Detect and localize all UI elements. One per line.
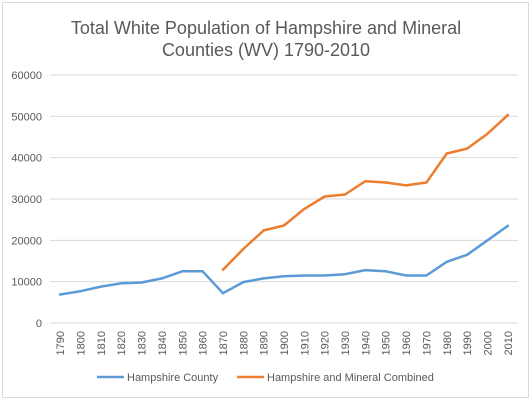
y-tick-label: 60000 — [11, 70, 42, 82]
y-tick-label: 0 — [36, 318, 42, 330]
data-point — [79, 289, 82, 293]
data-point — [262, 229, 265, 232]
data-point — [384, 270, 387, 273]
x-tick-label: 2000 — [482, 331, 494, 355]
data-point — [486, 132, 489, 135]
x-tick-label: 1860 — [198, 331, 210, 355]
data-point — [445, 260, 448, 264]
x-tick-label: 1880 — [238, 331, 250, 355]
y-tick-label: 40000 — [11, 153, 42, 165]
data-point — [262, 277, 265, 280]
data-point — [425, 274, 428, 277]
data-point — [181, 270, 184, 273]
data-point — [303, 274, 306, 277]
data-point — [282, 275, 286, 278]
x-tick-label: 1890 — [259, 331, 271, 355]
data-point — [465, 147, 469, 150]
x-tick-label: 1790 — [55, 331, 67, 355]
data-point — [323, 274, 326, 277]
data-point — [425, 181, 428, 184]
data-point — [364, 180, 367, 183]
x-tick-label: 1930 — [340, 331, 352, 355]
y-tick-label: 10000 — [11, 277, 42, 289]
x-tick-label: 1960 — [401, 331, 413, 355]
x-tick-label: 1910 — [299, 331, 311, 355]
data-point — [465, 253, 469, 256]
data-point — [506, 113, 510, 117]
data-point — [120, 282, 123, 285]
legend-label-2: Hampshire and Mineral Combined — [267, 372, 434, 384]
y-tick-label: 20000 — [11, 235, 42, 247]
data-point — [404, 274, 408, 277]
data-point — [343, 193, 347, 196]
data-point — [445, 152, 448, 155]
x-tick-label: 1830 — [137, 331, 149, 355]
data-point — [58, 293, 62, 296]
gridlines — [50, 74, 518, 324]
series-line-2[interactable] — [221, 113, 510, 271]
series-line-1[interactable] — [58, 224, 510, 296]
x-tick-label: 1900 — [279, 331, 291, 355]
x-tick-label: 1800 — [76, 331, 88, 355]
data-point — [99, 285, 103, 288]
y-tick-label: 50000 — [11, 111, 42, 123]
data-point — [506, 224, 510, 228]
data-point — [221, 268, 225, 271]
x-tick-label: 1850 — [177, 331, 189, 355]
x-tick-label: 1870 — [218, 331, 230, 355]
chart-area[interactable] — [2, 2, 529, 398]
x-tick-label: 1950 — [381, 331, 393, 355]
x-tick-label: 1990 — [462, 331, 474, 355]
data-point — [282, 224, 286, 227]
y-axis-ticks: 0 10000 20000 30000 40000 50000 60000 — [11, 70, 42, 330]
data-point — [486, 239, 489, 242]
data-point — [384, 181, 387, 184]
data-point — [242, 247, 245, 251]
x-tick-label: 1920 — [320, 331, 332, 355]
legend-label-1: Hampshire County — [127, 372, 219, 384]
data-point — [160, 277, 164, 280]
series-lines — [58, 113, 510, 296]
data-point — [242, 280, 245, 284]
data-point — [201, 270, 204, 273]
data-point — [221, 292, 225, 295]
data-point — [140, 281, 143, 284]
x-tick-label: 1810 — [96, 331, 108, 355]
data-point — [303, 207, 306, 211]
chart-title-line-2: Counties (WV) 1790-2010 — [162, 40, 370, 60]
x-tick-label: 1970 — [421, 331, 433, 355]
data-point — [404, 184, 408, 187]
data-point — [343, 273, 347, 276]
legend: Hampshire County Hampshire and Mineral Co… — [97, 372, 434, 384]
x-axis-ticks: 1790 1800 1810 1820 1830 1840 1850 1860 1870 1880… — [55, 331, 515, 355]
x-tick-label: 1840 — [157, 331, 169, 355]
x-tick-label: 2010 — [503, 331, 515, 355]
data-point — [364, 268, 367, 272]
chart-title-line-1: Total White Population of Hampshire and … — [71, 18, 461, 38]
y-tick-label: 30000 — [11, 194, 42, 206]
x-tick-label: 1820 — [116, 331, 128, 355]
x-tick-label: 1980 — [442, 331, 454, 355]
data-point — [323, 195, 326, 198]
x-tick-label: 1940 — [360, 331, 372, 355]
